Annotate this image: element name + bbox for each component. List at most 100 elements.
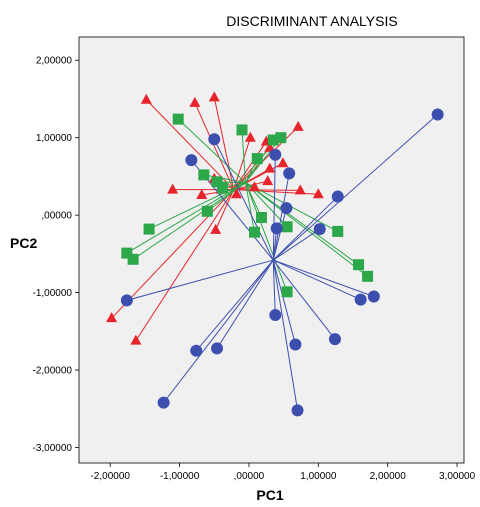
centroid-link-line — [272, 196, 339, 261]
centroid-link-line — [245, 182, 288, 293]
triangle-point — [264, 162, 276, 173]
centroid-link-line — [241, 129, 246, 183]
triangle-point — [210, 223, 222, 234]
axis-ticks: -2,00000 -1,00000 ,00000 1,00000 2,00000 3,00… — [33, 56, 476, 482]
triangle-point — [294, 184, 306, 195]
circle-point — [208, 133, 221, 146]
triangle-point — [312, 188, 324, 199]
centroid-link-line — [272, 208, 287, 261]
circle-point — [157, 396, 170, 409]
x-tick-label: ,00000 — [234, 471, 265, 482]
y-tick-label: -2,00000 — [33, 366, 73, 377]
y-tick-label: ,00000 — [41, 211, 72, 222]
x-tick-label: -2,00000 — [90, 471, 130, 482]
x-tick-label: 2,00000 — [370, 471, 407, 482]
centroid-link-line — [273, 259, 374, 297]
square-point — [211, 176, 223, 188]
triangle-point — [189, 96, 201, 107]
circle-point — [283, 167, 296, 180]
centroid-link-line — [163, 259, 274, 403]
centroid-link-line — [177, 118, 246, 183]
centroid-link-line — [233, 126, 299, 190]
triangle-point — [208, 91, 220, 102]
square-point — [281, 221, 293, 233]
x-tick-label: 1,00000 — [300, 471, 337, 482]
triangle-point — [196, 189, 208, 200]
centroid-link-line — [272, 114, 438, 261]
centroid-link-line — [272, 228, 320, 261]
centroid-link-line — [245, 182, 359, 266]
centroid-link-line — [272, 259, 299, 411]
triangle-point — [167, 183, 179, 194]
square-point — [236, 124, 248, 136]
centroid-link-line — [111, 189, 235, 319]
centroid-link-line — [272, 259, 296, 345]
triangle-point — [140, 93, 152, 104]
square-point — [255, 211, 267, 223]
triangle-point — [292, 120, 304, 131]
centroid-link-line — [213, 139, 274, 261]
centroid-link-line — [203, 174, 246, 184]
data-points — [106, 91, 444, 417]
centroid-link-line — [126, 182, 246, 254]
triangle-point — [244, 131, 256, 142]
circle-point — [120, 294, 133, 307]
centroid-link-line — [126, 259, 274, 301]
square-point — [172, 113, 184, 125]
centroid-link-line — [195, 259, 274, 352]
centroid-link-line — [215, 189, 235, 231]
circle-point — [313, 223, 326, 236]
centroid-link-line — [244, 182, 255, 233]
circle-point — [269, 309, 282, 322]
circle-point — [289, 338, 302, 351]
square-point — [251, 153, 263, 165]
triangle-point — [249, 181, 261, 192]
centroid-link-line — [135, 189, 235, 341]
circle-point — [185, 154, 198, 167]
circle-point — [211, 342, 224, 355]
square-point — [143, 223, 155, 235]
square-point — [127, 253, 139, 265]
triangle-point — [230, 188, 242, 199]
square-point — [275, 132, 287, 144]
y-axis-title: PC2 — [10, 235, 37, 251]
centroid-lines — [111, 97, 438, 411]
centroid-link-line — [272, 173, 290, 261]
centroid-link-line — [132, 182, 246, 260]
square-point — [281, 286, 293, 298]
square-point — [249, 226, 261, 238]
square-point — [353, 259, 365, 271]
square-point — [217, 182, 229, 194]
centroid-link-line — [245, 182, 368, 277]
y-tick-label: 2,00000 — [36, 56, 73, 67]
centroid-link-line — [145, 99, 235, 190]
triangle-point — [277, 157, 289, 168]
triangle-point — [106, 312, 118, 323]
y-tick-label: -1,00000 — [33, 288, 73, 299]
circle-point — [367, 290, 380, 303]
circle-point — [291, 404, 304, 417]
chart-title: DISCRIMINANT ANALYSIS — [226, 13, 397, 29]
centroid-link-line — [213, 97, 235, 190]
centroid-link-line — [272, 260, 276, 316]
circle-point — [331, 190, 344, 203]
circle-point — [270, 222, 283, 235]
y-tick-label: 1,00000 — [36, 133, 73, 144]
square-point — [267, 134, 279, 146]
triangle-point — [130, 334, 142, 345]
centroid-link-line — [273, 259, 361, 301]
centroid-link-line — [216, 259, 274, 349]
x-tick-label: 3,00000 — [439, 471, 476, 482]
x-tick-label: -1,00000 — [160, 471, 200, 482]
x-axis-title: PC1 — [256, 487, 283, 503]
square-point — [198, 169, 210, 181]
y-tick-label: -3,00000 — [33, 443, 73, 454]
triangle-point — [264, 141, 276, 152]
circle-point — [280, 202, 293, 215]
centroid-link-line — [194, 102, 235, 190]
square-point — [201, 205, 213, 217]
centroid-link-line — [148, 182, 246, 230]
circle-point — [328, 333, 341, 346]
triangle-point — [262, 175, 274, 186]
